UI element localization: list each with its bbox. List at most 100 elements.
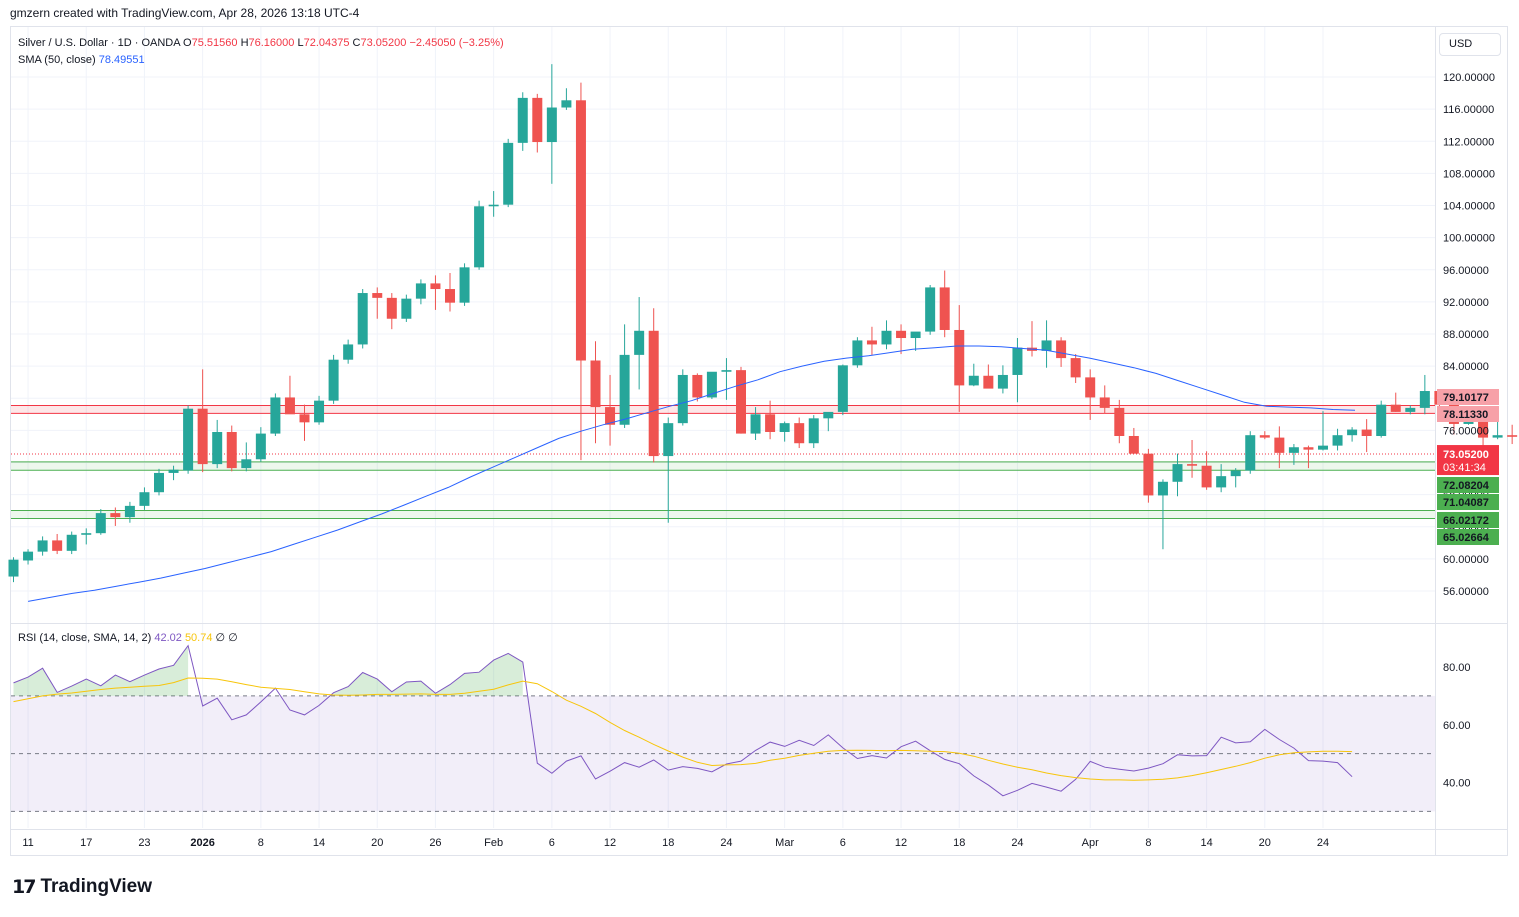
time-tick-label-10: 12 xyxy=(604,837,616,849)
candle-body-21 xyxy=(314,400,325,423)
candle-body-26 xyxy=(386,297,397,319)
candle-body-60 xyxy=(881,330,892,345)
time-tick-label-20: 14 xyxy=(1200,837,1212,849)
candle-body-6 xyxy=(95,513,106,534)
symbol-label[interactable]: Silver / U.S. Dollar · 1D · OANDA xyxy=(18,37,180,49)
candle-body-50 xyxy=(736,370,746,434)
candle-body-64 xyxy=(939,287,950,330)
candle-body-79 xyxy=(1157,481,1168,496)
last-price-label: 73.05200 xyxy=(1443,449,1489,461)
candle-body-3 xyxy=(52,540,63,551)
candle-body-67 xyxy=(983,375,994,389)
candle-body-56 xyxy=(823,411,834,419)
candle-body-59 xyxy=(866,340,877,345)
candle-body-63 xyxy=(925,287,936,332)
logo-mark: 17 xyxy=(12,876,36,898)
candle-body-42 xyxy=(619,354,630,425)
rsi-overbought-fill-2 xyxy=(333,653,523,696)
price-axis[interactable]: 56.0000060.0000064.0000068.0000072.00000… xyxy=(1437,72,1499,790)
time-axis[interactable]: 11 17 23 2026 8 14 20 26 Feb 6 12 18 24 Mar 6 12 18 24 Apr… xyxy=(22,837,1329,849)
logo-text: TradingView xyxy=(40,876,153,897)
time-tick-label-2: 23 xyxy=(138,837,150,849)
price-tick-label-13: 108.00000 xyxy=(1443,168,1495,180)
candle-body-89 xyxy=(1303,447,1314,450)
candle-body-58 xyxy=(852,340,863,366)
candle-body-35 xyxy=(517,97,528,143)
rsi-extra: ∅ ∅ xyxy=(215,632,238,644)
candle-body-93 xyxy=(1361,429,1372,436)
tradingview-logo[interactable]: 17 TradingView xyxy=(12,876,152,898)
main-legend: Silver / U.S. Dollar · 1D · OANDA O75.51… xyxy=(18,35,504,69)
candle-body-74 xyxy=(1085,377,1096,398)
candle-body-37 xyxy=(546,107,557,143)
time-tick-label-21: 20 xyxy=(1259,837,1271,849)
grid xyxy=(11,27,1508,856)
candle-body-48 xyxy=(706,371,717,398)
close-value: 73.05200 xyxy=(360,37,407,49)
time-tick-label-17: 24 xyxy=(1011,837,1023,849)
candle-body-73 xyxy=(1070,358,1081,378)
sma50-line xyxy=(28,345,1356,602)
time-tick-label-6: 20 xyxy=(371,837,383,849)
candle-body-15 xyxy=(226,431,237,469)
support-zone-lower-fill xyxy=(11,510,1435,519)
candle-body-38 xyxy=(561,100,572,108)
candle-body-54 xyxy=(794,423,805,444)
time-tick-label-13: Mar xyxy=(775,837,794,849)
candle-body-92 xyxy=(1347,429,1358,436)
price-tick-label-12: 104.00000 xyxy=(1443,201,1495,213)
rsi-pane xyxy=(11,644,1435,812)
time-tick-label-22: 24 xyxy=(1317,837,1329,849)
candle-body-22 xyxy=(328,359,339,401)
rsi-line xyxy=(13,644,1353,797)
candle-body-12 xyxy=(183,408,194,471)
candle-body-13 xyxy=(197,408,208,465)
sma-line xyxy=(28,345,1356,602)
candle-body-31 xyxy=(459,267,470,303)
candle-body-81 xyxy=(1187,464,1198,466)
resistance-zone-fill xyxy=(11,405,1435,414)
candle-body-72 xyxy=(1056,340,1067,359)
rsi-value: 42.02 xyxy=(154,632,182,644)
candle-body-91 xyxy=(1332,435,1343,446)
rsi-label[interactable]: RSI (14, close, SMA, 14, 2) xyxy=(18,632,152,644)
candles xyxy=(8,64,1518,583)
price-levels xyxy=(11,404,1435,520)
time-tick-label-3: 2026 xyxy=(190,837,214,849)
time-tick-label-11: 18 xyxy=(662,837,674,849)
candle-body-19 xyxy=(284,397,295,415)
candle-body-87 xyxy=(1274,437,1285,453)
chart-frame[interactable] xyxy=(10,26,1508,856)
candle-body-10 xyxy=(154,472,164,493)
time-tick-label-5: 14 xyxy=(313,837,325,849)
candle-body-9 xyxy=(139,492,150,506)
candle-body-7 xyxy=(110,513,121,518)
candle-body-62 xyxy=(910,331,921,339)
sma-label[interactable]: SMA (50, close) xyxy=(18,54,96,66)
currency-button[interactable]: USD xyxy=(1439,33,1501,56)
candle-body-80 xyxy=(1172,464,1183,482)
candle-body-69 xyxy=(1012,347,1023,375)
rsi-tick-label-1: 60.00 xyxy=(1443,720,1471,732)
candle-body-82 xyxy=(1201,465,1212,488)
candle-body-71 xyxy=(1041,340,1052,351)
time-tick-label-16: 18 xyxy=(953,837,965,849)
candle-body-14 xyxy=(212,431,223,465)
price-tick-label-7: 84.00000 xyxy=(1443,361,1489,373)
candle-body-44 xyxy=(648,330,659,457)
candle-body-94 xyxy=(1376,404,1387,436)
level-badge-4 xyxy=(1437,512,1499,528)
price-tick-label-1: 60.00000 xyxy=(1443,554,1489,566)
candle-body-51 xyxy=(750,414,761,434)
open-value: 75.51560 xyxy=(191,37,238,49)
candle-body-68 xyxy=(997,374,1008,389)
candle-body-49 xyxy=(721,370,732,372)
high-value: 76.16000 xyxy=(248,37,295,49)
candle-body-77 xyxy=(1128,435,1139,454)
candle-body-29 xyxy=(430,283,441,290)
rsi-legend: RSI (14, close, SMA, 14, 2) 42.02 50.74 … xyxy=(18,631,238,644)
level-badge-label-3: 71.04087 xyxy=(1443,497,1489,509)
candle-body-90 xyxy=(1318,445,1328,450)
support-zone-upper-fill xyxy=(11,461,1435,471)
